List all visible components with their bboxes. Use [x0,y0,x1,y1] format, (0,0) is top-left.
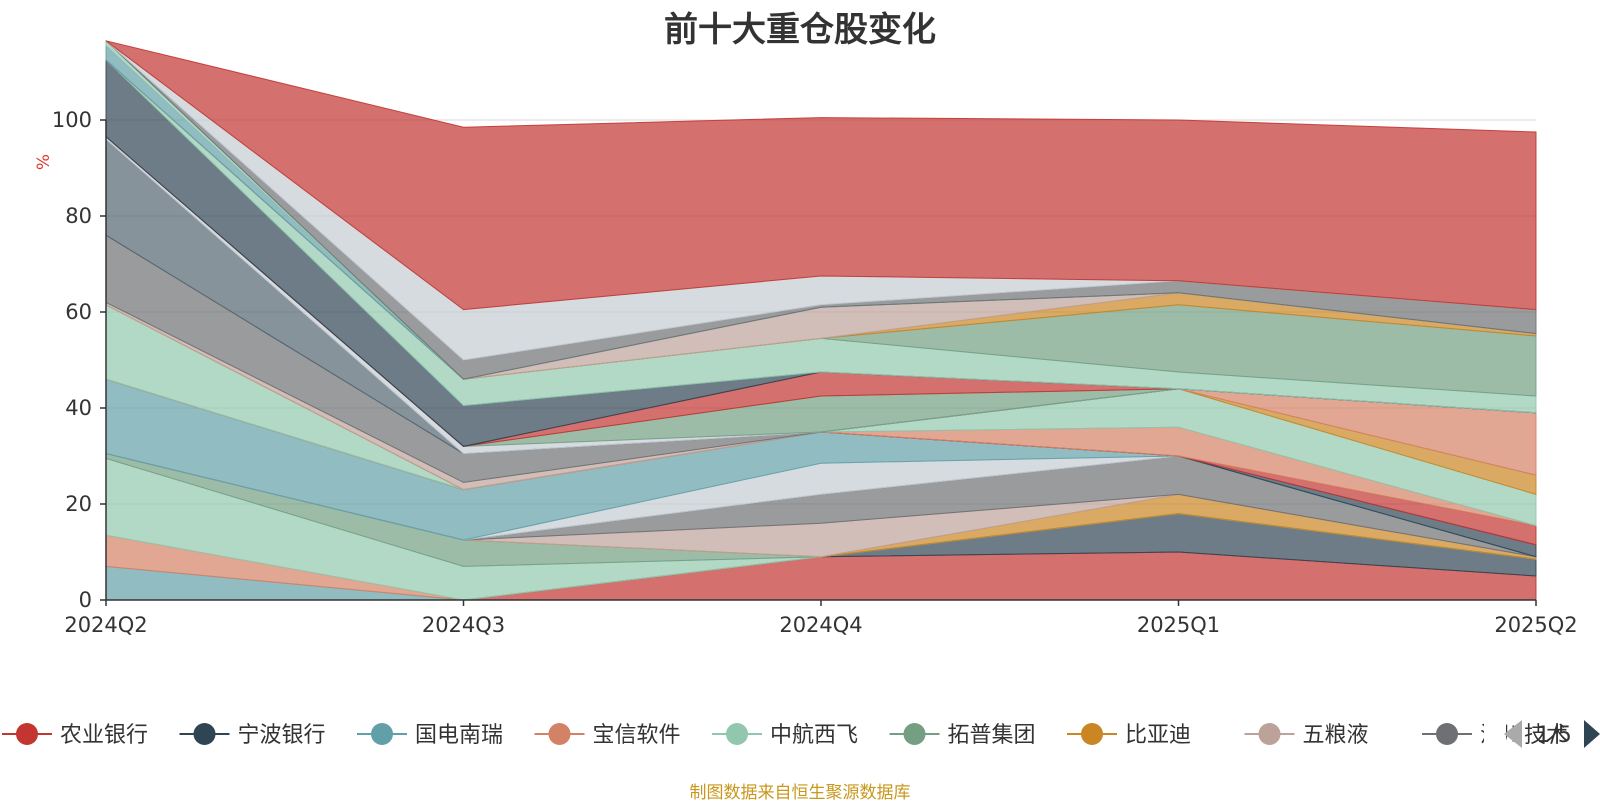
legend-marker [548,723,571,745]
legend-marker [193,723,216,745]
x-tick-label: 2024Q3 [422,613,505,637]
y-tick-label: 100 [52,108,92,132]
legend-marker [371,723,393,745]
legend-marker [1436,723,1458,745]
data-source-note: 制图数据来自恒生聚源数据库 [689,783,911,803]
x-tick-label: 2024Q4 [779,613,862,637]
legend-prev-icon[interactable] [1504,720,1522,748]
axes: 0 20 40 60 80 100 2024Q2 2024Q3 2024Q4 2025Q1 2025… [34,108,1578,637]
x-tick-label: 2024Q2 [64,613,147,637]
x-tick-label: 2025Q2 [1494,613,1577,637]
y-tick-label: 0 [79,588,92,612]
legend-marker [16,723,38,745]
legend-label: 中航西飞 [770,723,858,748]
legend-label: 五粮液 [1303,723,1369,748]
legend-label: 农业银行 [60,723,148,748]
legend-label: 拓普集团 [948,723,1036,748]
legend-marker [726,723,748,745]
legend-item[interactable]: 比亚迪 [1067,723,1191,748]
area-layer-34 [105,40,1537,311]
legend-label: 宁波银行 [238,723,326,748]
area-layers [105,39,1537,601]
legend-item[interactable]: 农业银行 [2,723,148,748]
y-tick-label: 40 [65,396,92,420]
legend-item[interactable]: 国电南瑞 [357,723,503,748]
y-tick-label: 80 [65,204,92,228]
legend-marker [1081,723,1103,745]
y-axis-unit: % [34,154,54,170]
y-tick-label: 60 [65,300,92,324]
legend-marker [903,723,926,745]
legend-item[interactable]: 五粮液 [1244,723,1369,748]
x-tick-label: 2025Q1 [1137,613,1220,637]
legend-item[interactable]: 中航西飞 [712,723,858,748]
legend-next-icon[interactable] [1584,720,1600,748]
y-tick-label: 20 [65,492,92,516]
legend-page-indicator: 1/5 [1536,723,1571,748]
legend-item[interactable]: 宝信软件 [534,723,681,748]
legend-clip-mask [1484,712,1506,756]
legend-marker [1258,723,1281,745]
chart-title: 前十大重仓股变化 [664,10,936,50]
legend-item[interactable]: 拓普集团 [889,723,1036,748]
legend-item[interactable]: 宁波银行 [179,723,326,748]
legend-label: 国电南瑞 [415,723,503,748]
legend-label: 宝信软件 [593,723,681,748]
legend-label: 比亚迪 [1125,723,1191,748]
